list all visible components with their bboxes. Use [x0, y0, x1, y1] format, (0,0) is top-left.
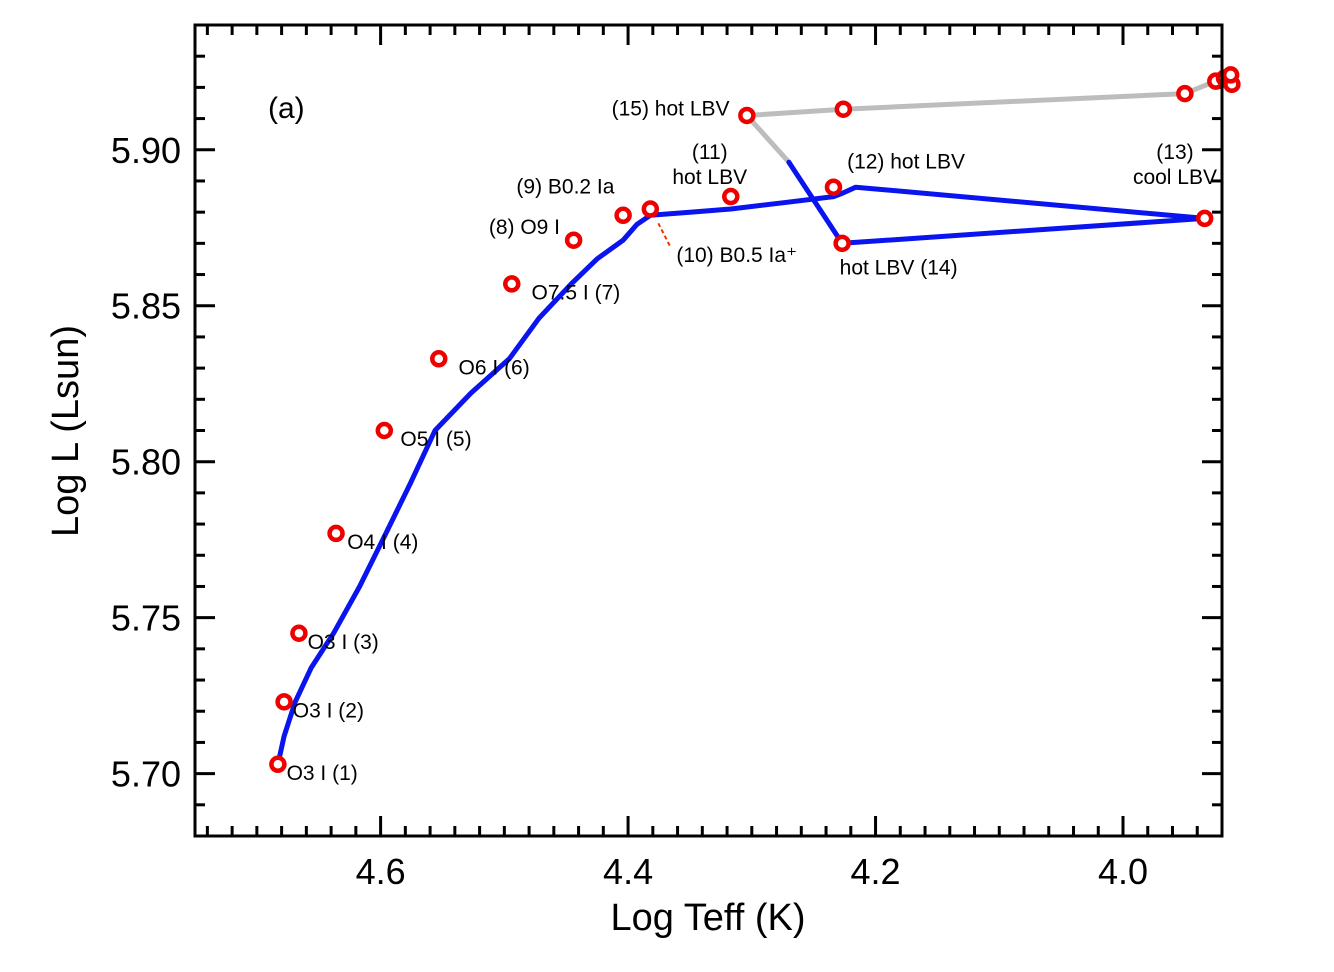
annotation-line: (11) [692, 141, 728, 164]
plot-frame [193, 23, 1224, 838]
y-tick-label: 5.90 [111, 130, 181, 171]
annotation-label: O3 I (2) [293, 699, 364, 722]
annotation-line: O5 I (5) [400, 428, 471, 451]
annotation-line: O4 I (4) [347, 531, 418, 554]
annotation-label: (13) cool LBV [1133, 141, 1217, 189]
annotation-label: (8) O9 I [489, 216, 560, 239]
annotation-label: (15) hot LBV [612, 97, 730, 120]
data-point-marker [834, 100, 853, 118]
data-points [269, 66, 1241, 774]
data-point-marker [824, 178, 843, 196]
annotation-line: hot LBV (14) [840, 257, 958, 280]
y-axis-title: Log L (Lsun) [45, 325, 87, 537]
data-point-marker [269, 755, 287, 774]
data-point-marker [503, 275, 521, 293]
tick-marks [195, 23, 1222, 838]
x-tick-label: 4.4 [603, 851, 653, 892]
annotation-line: cool LBV [1133, 166, 1217, 189]
tick-labels: 4.6 4.4 4.2 4.0 5.70 5.75 5.80 5.85 5.90 [111, 130, 1148, 892]
annotation-line: (8) O9 I [489, 216, 560, 239]
annotation-line: O3 I (2) [293, 699, 364, 722]
data-point-marker [430, 350, 448, 368]
annotation-line: O7.5 I (7) [532, 281, 621, 304]
data-point-marker [327, 524, 345, 543]
annotation-line: O6 I (6) [459, 356, 530, 379]
annotation-line: (15) hot LBV [612, 97, 730, 120]
annotation-label: O3 I (1) [287, 762, 358, 785]
annotation-label: O4 I (4) [347, 531, 418, 554]
annotation-label: (10) B0.5 Ia⁺ [676, 244, 797, 267]
data-point-marker [1176, 84, 1194, 103]
annotation-line: (10) B0.5 Ia⁺ [676, 244, 797, 267]
data-point-marker [738, 106, 756, 125]
annotation-label: hot LBV (14) [840, 257, 958, 280]
annotations: O3 I (1) O3 I (2) O3 I (3) O4 I (4) O5 I (5)… [287, 97, 1217, 784]
annotation-label: (11) hot LBV [672, 141, 747, 189]
data-point-marker [641, 200, 660, 218]
track-lines [275, 72, 1234, 767]
annotation-label: O6 I (6) [459, 356, 530, 379]
y-tick-label: 5.70 [111, 754, 181, 795]
x-axis-title: Log Teff (K) [610, 897, 805, 939]
annotation-label: O5 I (5) [400, 428, 471, 451]
annotation-line: (12) hot LBV [847, 150, 965, 173]
annotation-line: O3 I (1) [287, 762, 358, 785]
data-point-marker [290, 624, 308, 642]
data-point-marker [833, 234, 851, 253]
y-tick-label: 5.85 [111, 286, 181, 327]
data-point-marker [564, 231, 583, 249]
annotation-label: (9) B0.2 Ia [516, 175, 614, 198]
x-tick-label: 4.0 [1098, 851, 1148, 892]
x-tick-label: 4.2 [851, 851, 901, 892]
evolution-track-blue [275, 159, 1208, 767]
annotation-label: O7.5 I (7) [532, 281, 621, 304]
panel-label: (a) [268, 92, 305, 125]
annotation-label: O3 I (3) [308, 631, 379, 654]
y-tick-label: 5.80 [111, 442, 181, 483]
data-point-marker [275, 693, 293, 711]
data-point-marker [1221, 66, 1240, 84]
annotation-line: hot LBV [672, 166, 747, 189]
annotation-line: O3 I (3) [308, 631, 379, 654]
annotation-label: (12) hot LBV [847, 150, 965, 173]
x-tick-label: 4.6 [356, 851, 406, 892]
data-point-marker [614, 206, 632, 225]
axes [193, 23, 1224, 838]
data-point-marker [1195, 209, 1214, 228]
data-point-marker [722, 187, 740, 206]
annotation-line: (9) B0.2 Ia [516, 175, 614, 198]
y-tick-label: 5.75 [111, 598, 181, 639]
leader-line [657, 222, 672, 247]
annotation-line: (13) [1156, 141, 1193, 164]
data-point-marker [375, 421, 394, 440]
